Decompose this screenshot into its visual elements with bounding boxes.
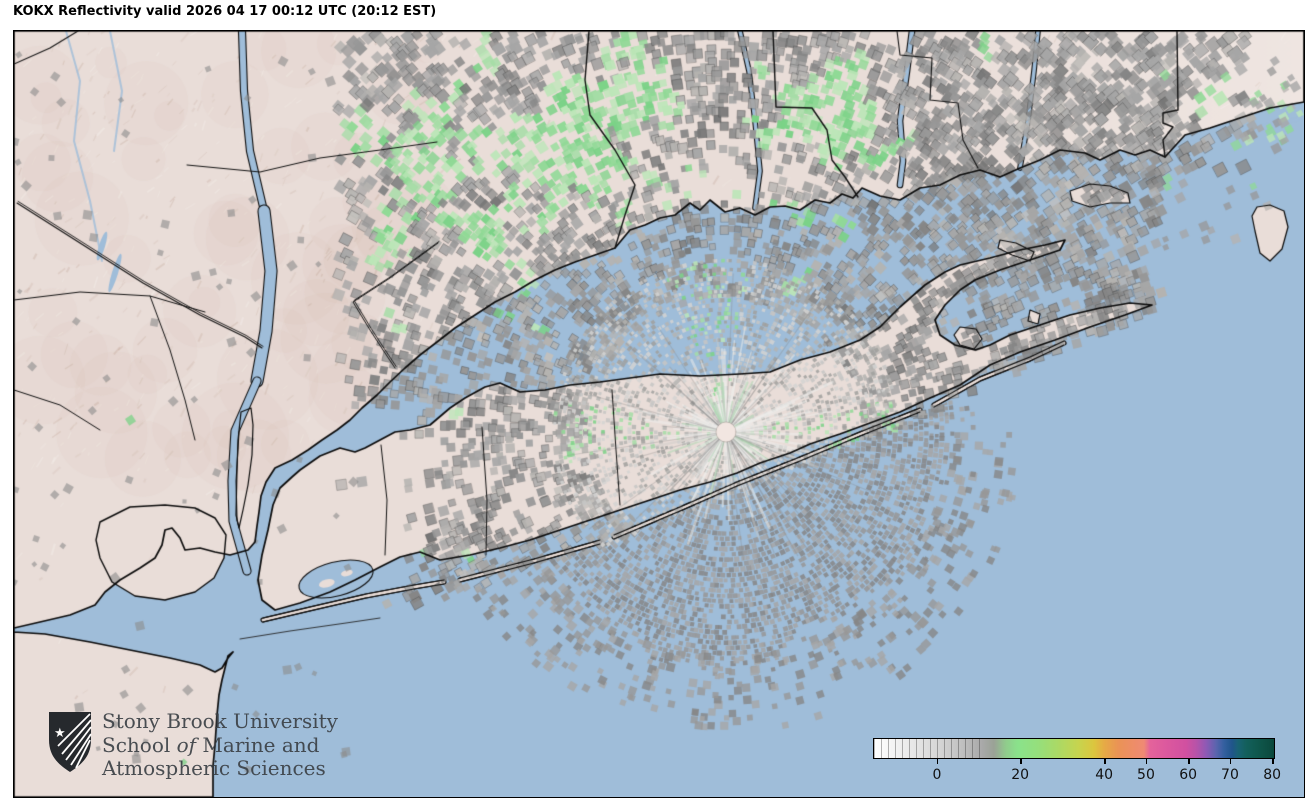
colorbar-tick-label: 60 bbox=[1179, 767, 1198, 783]
shield-star-icon: ★ bbox=[54, 726, 66, 741]
logo-line-1: Stony Brook University bbox=[102, 709, 338, 733]
logo-line-2: School of Marine and bbox=[102, 732, 320, 757]
page-title: KOKX Reflectivity valid 2026 04 17 00:12… bbox=[13, 4, 437, 19]
colorbar-tick bbox=[1188, 759, 1190, 764]
colorbar-tick-label: 50 bbox=[1137, 767, 1155, 783]
colorbar-tick bbox=[1020, 759, 1022, 764]
colorbar-tick bbox=[1272, 759, 1274, 764]
logo-line-3: Atmospheric Sciences bbox=[102, 756, 326, 780]
stony-brook-shield-icon: ★ bbox=[49, 712, 92, 772]
colorbar-tick bbox=[1229, 759, 1232, 764]
logo-text: Stony Brook University School of Marine … bbox=[102, 709, 338, 781]
colorbar-tick bbox=[936, 759, 939, 764]
colorbar-tick-label: 0 bbox=[932, 767, 942, 783]
colorbar-tick bbox=[1104, 759, 1106, 764]
map-frame: 0 20 40 50 60 70 80 ★ Stony Brook University S… bbox=[13, 30, 1305, 798]
colorbar-tick bbox=[1145, 759, 1148, 764]
colorbar-tick-label: 40 bbox=[1095, 767, 1114, 783]
colorbar-tick-label: 80 bbox=[1263, 767, 1282, 783]
colorbar-tick-label: 70 bbox=[1221, 767, 1239, 783]
reflectivity-colorbar bbox=[873, 738, 1275, 759]
colorbar-tick-label: 20 bbox=[1011, 767, 1030, 783]
stony-brook-logo: ★ Stony Brook University School of Marin… bbox=[47, 709, 338, 781]
radar-map-canvas bbox=[14, 31, 1304, 797]
colorbar-bin-lines bbox=[874, 739, 986, 758]
